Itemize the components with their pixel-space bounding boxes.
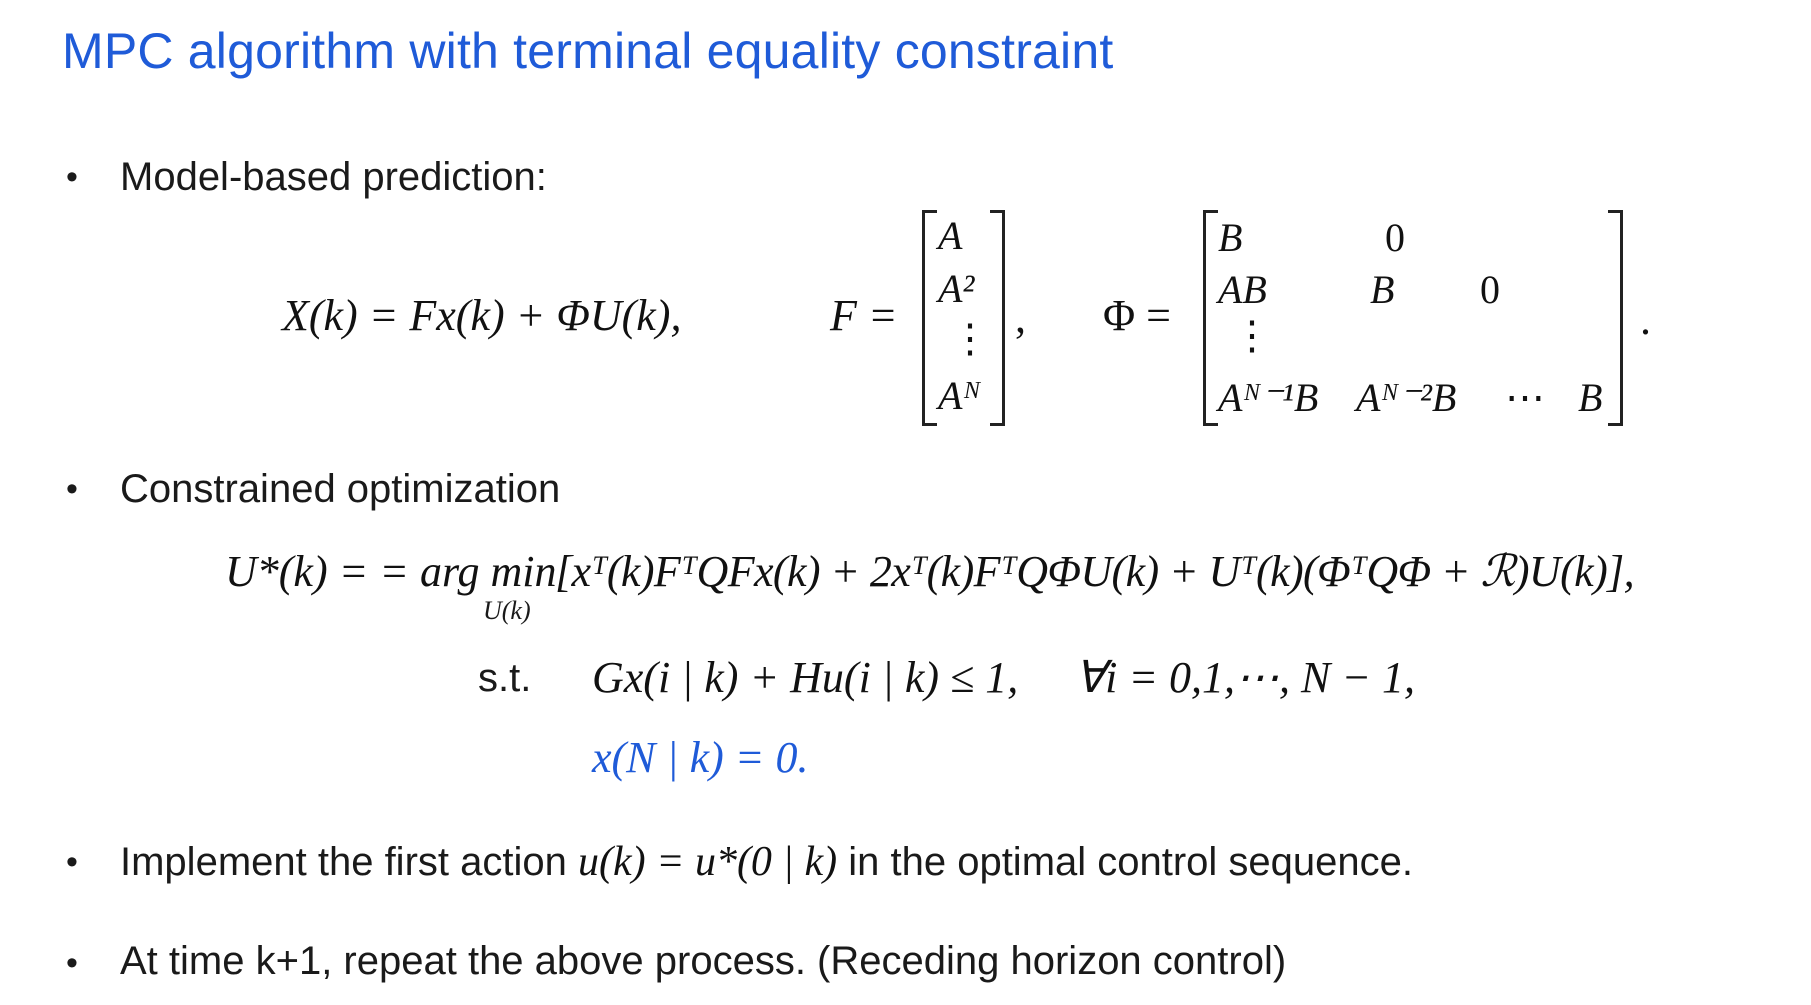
optimization-objective: [xᵀ(k)FᵀQFx(k) + 2xᵀ(k)FᵀQΦU(k) + Uᵀ(k)(… (555, 547, 1635, 596)
subject-to-label: s.t. (478, 656, 532, 700)
bullet-text: in the optimal control sequence. (848, 840, 1414, 884)
bullet-text: Implement the first action (120, 840, 567, 884)
phi-matrix-cell: AB (1218, 267, 1267, 312)
inequality-constraint: Gx(i | k) + Hu(i | k) ≤ 1, (592, 653, 1019, 702)
phi-matrix-lhs: Φ = (1103, 291, 1171, 340)
bullet-model-prediction: Model-based prediction: (120, 155, 547, 199)
f-matrix-right-bracket (990, 210, 1005, 426)
phi-matrix-cell: B (1370, 267, 1395, 312)
phi-matrix-cell: B (1218, 215, 1243, 260)
phi-matrix-right-bracket (1608, 210, 1623, 426)
f-matrix-left-bracket (922, 210, 937, 426)
bullet-icon: • (66, 843, 78, 881)
phi-matrix-left-bracket (1203, 210, 1218, 426)
f-matrix-row: ⋮ (950, 316, 990, 361)
bullet-icon: • (66, 158, 78, 196)
phi-matrix-cell: Aᴺ⁻¹B (1218, 375, 1319, 420)
bullet-receding-horizon: At time k+1, repeat the above process. (… (120, 939, 1287, 983)
f-matrix-row: Aᴺ (938, 373, 981, 418)
f-matrix-row: A² (938, 266, 975, 311)
phi-matrix-cell: 0 (1385, 215, 1405, 260)
phi-matrix-cell: B (1578, 375, 1603, 420)
phi-matrix-cell: 0 (1480, 267, 1500, 312)
phi-matrix-cell: ⋮ (1232, 313, 1272, 358)
first-action-equation: u(k) = u*(0 | k) (577, 839, 838, 885)
phi-matrix-cell: Aᴺ⁻²B (1356, 375, 1457, 420)
terminal-equality-constraint: x(N | k) = 0. (592, 733, 809, 782)
bullet-constrained-optimization: Constrained optimization (120, 467, 561, 511)
constraint-quantifier: ∀i = 0,1,⋯, N − 1, (1075, 653, 1416, 702)
phi-matrix-cell: ⋯ (1505, 375, 1545, 420)
f-matrix-comma: , (1015, 293, 1026, 342)
bullet-implement-first-action: Implement the first action u(k) = u*(0 |… (120, 838, 1413, 886)
optimization-argmin-subscript: U(k) (483, 596, 531, 625)
f-matrix-lhs: F = (830, 291, 898, 340)
f-matrix-row: A (938, 213, 963, 258)
slide-title: MPC algorithm with terminal equality con… (62, 23, 1114, 79)
phi-matrix-period: . (1640, 295, 1651, 344)
optimization-lhs: U*(k) = = arg min (225, 547, 557, 596)
prediction-equation: X(k) = Fx(k) + ΦU(k), (282, 291, 682, 340)
bullet-icon: • (66, 470, 78, 508)
bullet-icon: • (66, 944, 78, 982)
